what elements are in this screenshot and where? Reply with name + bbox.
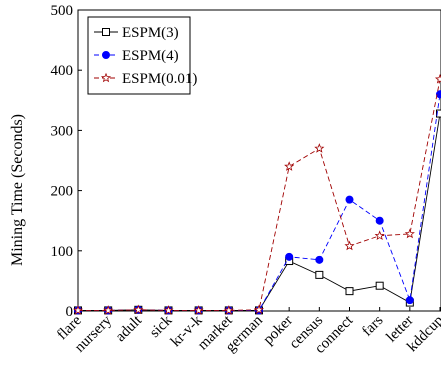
series-layer (72, 73, 441, 315)
data-point (285, 252, 294, 261)
legend-label: ESPM(4) (122, 48, 179, 64)
y-tick-label: 500 (51, 3, 74, 19)
data-point (253, 304, 265, 315)
data-point (375, 281, 384, 290)
data-point (284, 161, 295, 171)
data-point (133, 304, 144, 315)
y-axis-label: Mining Time (Seconds) (9, 114, 26, 266)
data-point (193, 305, 204, 315)
data-point (436, 109, 441, 118)
legend-label: ESPM(0.01) (122, 71, 197, 87)
y-tick-label: 0 (66, 304, 74, 320)
data-point (436, 90, 441, 99)
data-point (102, 28, 110, 36)
series-1 (74, 109, 441, 315)
data-point (434, 73, 441, 84)
series-3 (72, 73, 441, 315)
data-point (345, 195, 354, 204)
data-point (314, 143, 325, 153)
data-point (344, 240, 355, 251)
data-point (72, 305, 84, 315)
data-point (163, 305, 174, 315)
x-tick-label: fars (359, 312, 386, 339)
data-point (374, 230, 385, 241)
data-point (223, 305, 234, 315)
data-point (404, 228, 415, 239)
y-axis: 0 100 200 300 400 500 (51, 3, 82, 320)
data-point (345, 287, 354, 296)
data-point (103, 305, 114, 315)
data-point (315, 255, 324, 264)
x-tick-label: adult (113, 312, 146, 345)
data-point (405, 296, 414, 305)
data-point (375, 216, 384, 225)
series-line (78, 94, 441, 311)
data-point (315, 270, 324, 279)
data-point (100, 72, 112, 83)
legend-label: ESPM(3) (122, 25, 179, 41)
y-tick-label: 100 (51, 244, 74, 260)
data-point (102, 51, 111, 60)
y-tick-label: 200 (51, 184, 74, 200)
legend: ESPM(3) ESPM(4) ESPM(0.01) (87, 16, 197, 95)
series-line (78, 113, 441, 311)
y-tick-label: 300 (51, 123, 74, 139)
y-tick-label: 400 (51, 63, 74, 79)
series-line (78, 79, 441, 311)
series-2 (74, 90, 441, 315)
